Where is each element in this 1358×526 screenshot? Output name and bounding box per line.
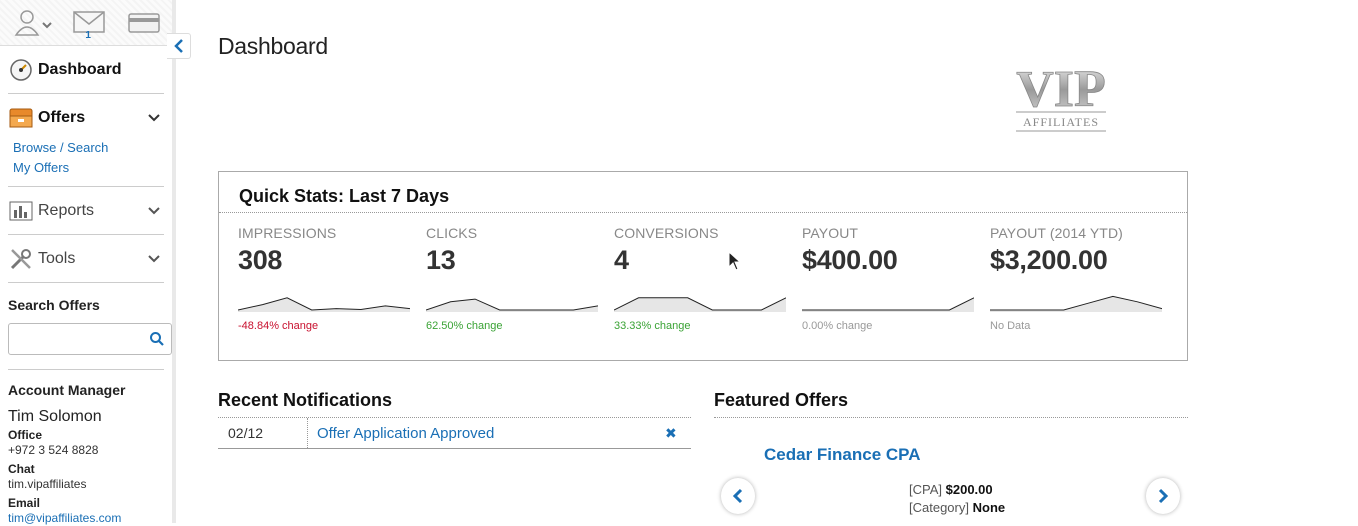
office-phone: +972 3 524 8828 (8, 442, 164, 458)
account-manager-name: Tim Solomon (8, 408, 164, 426)
bar-chart-icon (8, 199, 34, 223)
sparkline (238, 282, 410, 312)
sparkline-area (238, 298, 410, 312)
sidebar: 1 Dashboard Offers Browse / Search My Of… (0, 0, 176, 523)
stat-change: -48.84% change (238, 320, 426, 332)
search-offers-input[interactable] (9, 324, 139, 354)
email-link[interactable]: tim@vipaffiliates.com (8, 510, 164, 526)
nav-offers[interactable]: Offers (8, 98, 164, 138)
featured-next-button[interactable] (1146, 478, 1180, 514)
messages-button[interactable]: 1 (61, 3, 116, 43)
notification-row: 02/12 Offer Application Approved ✖ (218, 418, 691, 449)
featured-offers-title: Featured Offers (714, 390, 1188, 418)
vip-affiliates-logo: VIP AFFILIATES (1014, 60, 1108, 134)
stat-payout-2014-ytd: PAYOUT (2014 YTD) $3,200.00 No Data (990, 213, 1178, 332)
svg-text:VIP: VIP (1016, 61, 1106, 118)
offer-category-label: [Category] (909, 500, 969, 515)
search-icon[interactable] (149, 331, 165, 352)
billing-button[interactable] (117, 3, 172, 43)
quick-stats-panel: Quick Stats: Last 7 Days IMPRESSIONS 308 -… (218, 171, 1188, 361)
tools-icon (8, 247, 34, 271)
featured-prev-button[interactable] (721, 478, 755, 514)
nav-reports-label: Reports (38, 202, 148, 220)
notification-date: 02/12 (218, 418, 308, 448)
search-offers-box (8, 323, 172, 355)
account-manager: Account Manager Tim Solomon Office +972 … (8, 382, 164, 526)
quick-stats-title: Quick Stats: Last 7 Days (219, 172, 1187, 213)
stat-label: PAYOUT (2014 YTD) (990, 225, 1178, 241)
stat-label: CONVERSIONS (614, 225, 802, 241)
featured-offer-category: [Category] None (909, 500, 1005, 515)
nav-my-offers[interactable]: My Offers (13, 158, 159, 178)
nav-tools[interactable]: Tools (8, 235, 164, 283)
drawer-icon (8, 106, 34, 130)
recent-notifications-title: Recent Notifications (218, 390, 691, 418)
stat-label: CLICKS (426, 225, 614, 241)
nav-dashboard-label: Dashboard (38, 61, 164, 79)
chevron-right-icon (1157, 488, 1169, 504)
search-offers-label: Search Offers (8, 297, 164, 313)
offers-submenu: Browse / Search My Offers (8, 138, 164, 187)
stat-value: 308 (238, 245, 426, 276)
stat-payout: PAYOUT $400.00 0.00% change (802, 213, 990, 332)
account-manager-heading: Account Manager (8, 382, 164, 398)
chevron-down-icon (148, 250, 164, 268)
chevron-left-icon (173, 39, 185, 53)
nav-offers-label: Offers (38, 109, 148, 127)
notification-message[interactable]: Offer Application Approved (308, 425, 665, 442)
quick-stats-columns: IMPRESSIONS 308 -48.84% change CLICKS 13 62.5… (219, 213, 1187, 332)
sparkline (426, 282, 598, 312)
offer-category-value: None (973, 500, 1006, 515)
nav-browse-search[interactable]: Browse / Search (13, 138, 159, 158)
stat-value: 13 (426, 245, 614, 276)
chevron-down-icon (148, 202, 164, 220)
sparkline (802, 282, 974, 312)
stat-change: 62.50% change (426, 320, 614, 332)
credit-card-icon (127, 11, 161, 35)
stat-change: No Data (990, 320, 1178, 332)
sparkline (990, 282, 1162, 312)
stat-value: 4 (614, 245, 802, 276)
stat-label: PAYOUT (802, 225, 990, 241)
chat-handle: tim.vipaffiliates (8, 476, 164, 492)
user-icon (14, 9, 54, 37)
stat-value: $400.00 (802, 245, 990, 276)
nav-tools-label: Tools (38, 250, 148, 268)
chevron-left-icon (732, 488, 744, 504)
sparkline (614, 282, 786, 312)
featured-offer-name[interactable]: Cedar Finance CPA (764, 445, 921, 465)
offer-type-value: $200.00 (946, 482, 993, 497)
stat-change: 33.33% change (614, 320, 802, 332)
messages-count: 1 (85, 30, 91, 41)
stat-conversions: CONVERSIONS 4 33.33% change (614, 213, 802, 332)
stat-change: 0.00% change (802, 320, 990, 332)
stat-label: IMPRESSIONS (238, 225, 426, 241)
nav-dashboard[interactable]: Dashboard (8, 46, 164, 94)
cursor-icon (728, 251, 742, 271)
collapse-sidebar-button[interactable] (167, 33, 191, 59)
dismiss-icon[interactable]: ✖ (665, 425, 691, 442)
email-label: Email (8, 496, 164, 510)
stat-impressions: IMPRESSIONS 308 -48.84% change (238, 213, 426, 332)
gauge-icon (8, 58, 34, 82)
stat-clicks: CLICKS 13 62.50% change (426, 213, 614, 332)
chat-label: Chat (8, 462, 164, 476)
office-label: Office (8, 428, 164, 442)
chevron-down-icon (148, 109, 164, 127)
stat-value: $3,200.00 (990, 245, 1178, 276)
sparkline-line (802, 298, 974, 310)
page-title: Dashboard (218, 33, 328, 60)
main-content: Dashboard VIP AFFILIATES Quick Stats: La… (218, 0, 1358, 523)
featured-offer-type: [CPA] $200.00 (909, 482, 993, 497)
featured-offers: Featured Offers Cedar Finance CPA [CPA] … (714, 390, 1188, 418)
recent-notifications: Recent Notifications 02/12 Offer Applica… (218, 390, 691, 449)
sidebar-topbar: 1 (0, 0, 172, 46)
svg-text:AFFILIATES: AFFILIATES (1023, 115, 1099, 129)
user-menu[interactable] (6, 3, 61, 43)
nav-reports[interactable]: Reports (8, 187, 164, 235)
divider (8, 369, 164, 370)
offer-type-label: [CPA] (909, 482, 942, 497)
